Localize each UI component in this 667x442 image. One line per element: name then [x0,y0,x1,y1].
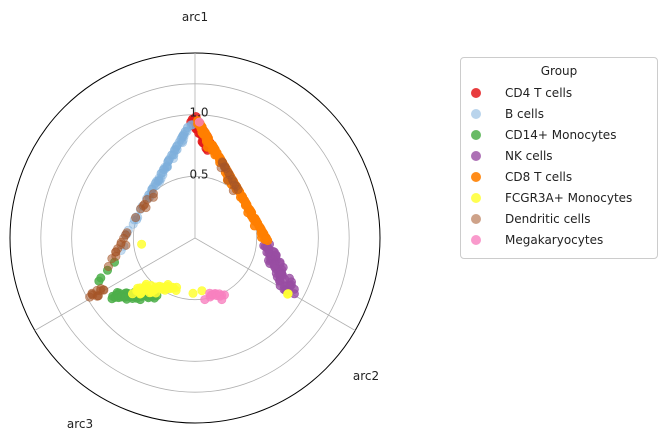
data-point [217,295,227,305]
radial-tick-label: 0.5 [189,167,208,181]
data-point [283,289,293,299]
radial-tick-label: 1.0 [189,106,208,120]
legend-marker [471,214,481,224]
axis-label-arc2: arc2 [353,369,379,383]
data-point [178,131,188,141]
points-layer [85,112,299,305]
legend-title: Group [540,64,578,78]
data-point [168,283,178,293]
legend: Group CD4 T cells B cells CD14+ Monocytes N… [460,57,658,259]
data-point [94,276,104,286]
axis-spoke [34,237,196,331]
legend-marker [471,109,481,119]
legend-label: B cells [505,107,544,121]
legend-item: CD4 T cells [471,84,572,102]
legend-item: NK cells [471,147,553,165]
axis-label-arc3: arc3 [67,417,93,431]
legend-marker [471,130,481,140]
data-point [197,286,207,296]
legend-item: FCGR3A+ Monocytes [471,189,632,207]
data-point [149,189,159,199]
series-dendritic-cells [85,157,243,302]
legend-item: CD8 T cells [471,168,572,186]
legend-label: CD8 T cells [505,170,573,184]
legend-marker [471,151,481,161]
data-point [223,175,233,185]
axis-spoke [194,237,356,331]
legend-label: NK cells [505,149,553,163]
series-nk-cells [259,239,299,299]
legend-label: Dendritic cells [505,212,591,226]
data-point [99,285,109,295]
legend-item: Dendritic cells [471,210,590,228]
axis-label-arc1: arc1 [182,10,208,24]
data-point [111,247,121,257]
data-point [216,163,226,173]
data-point [121,240,131,250]
legend-marker [471,88,481,98]
data-point [122,228,132,238]
legend-item: CD14+ Monocytes [471,126,616,144]
legend-label: CD4 T cells [505,86,573,100]
legend-marker [471,193,481,203]
legend-label: CD14+ Monocytes [505,128,617,142]
data-point [194,117,204,127]
data-point [260,235,270,245]
series-fcgr3a-monocytes [128,239,293,299]
data-point [85,292,95,302]
legend-item: B cells [471,105,544,123]
series-megakaryocytes [194,117,230,305]
data-point [131,213,141,223]
legend-marker [471,172,481,182]
legend-label: Megakaryocytes [505,233,604,247]
legend-marker [471,235,481,245]
legend-label: FCGR3A+ Monocytes [505,191,633,205]
data-point [103,261,113,271]
data-point [137,239,147,249]
data-point [188,288,198,298]
legend-item: Megakaryocytes [471,231,603,249]
labels-layer: arc1 arc2 arc3 0.5 1.0 [67,10,379,431]
data-point [141,203,151,213]
